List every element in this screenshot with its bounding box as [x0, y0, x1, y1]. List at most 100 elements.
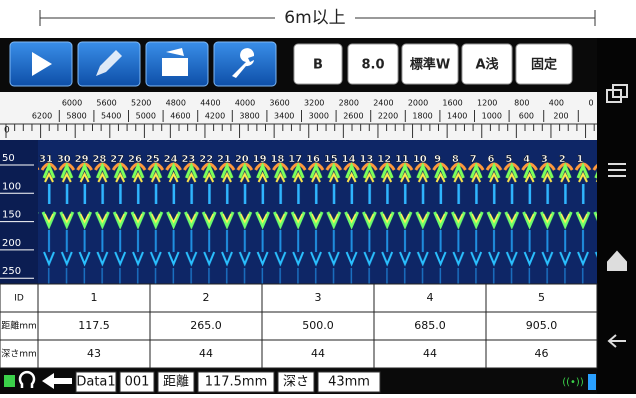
status-icon	[4, 375, 15, 387]
setting-button-label: 標準W	[410, 57, 450, 73]
setting-button-label: 8.0	[361, 58, 384, 73]
rebar-marker: 18	[270, 154, 284, 165]
table-text: 深さmm	[1, 349, 37, 360]
ruler-top-label: 800	[514, 99, 529, 108]
rebar-marker: 5	[505, 154, 512, 165]
ruler-bottom-label: 3800	[239, 112, 259, 121]
rebar-marker: 26	[128, 154, 142, 165]
rebar-marker: 29	[75, 154, 89, 165]
ruler-bottom-label: 1000	[482, 112, 502, 121]
table-text: 117.5	[78, 319, 110, 332]
depth-label: 200	[2, 238, 21, 249]
table-text: 1	[91, 291, 98, 304]
table-text: 44	[423, 347, 437, 360]
signal-icon: ((•))	[562, 377, 584, 388]
device-screen: 6m以上 B8.0標準WA浅固定 60005600520048004400400…	[0, 0, 636, 394]
rebar-marker: 25	[146, 154, 160, 165]
rebar-marker: 17	[288, 154, 302, 165]
table-text: 500.0	[302, 319, 334, 332]
rebar-marker: 12	[377, 154, 391, 165]
table-text: 2	[203, 291, 210, 304]
ruler-bottom-label: 2600	[343, 112, 363, 121]
table-text: 265.0	[190, 319, 222, 332]
table-text: 44	[199, 347, 213, 360]
status-text: 深さ	[283, 375, 309, 390]
table-text: 3	[315, 291, 322, 304]
rebar-marker: 22	[199, 154, 213, 165]
battery-icon	[588, 374, 596, 390]
status-text: Data1	[76, 375, 115, 390]
rebar-marker: 13	[359, 154, 373, 165]
depth-label: 250	[2, 266, 21, 277]
rebar-marker: 20	[235, 154, 249, 165]
ruler-bottom-label: 1800	[412, 112, 432, 121]
ruler-bottom-label: 3400	[274, 112, 294, 121]
rebar-marker: 24	[164, 154, 178, 165]
rebar-marker: 16	[306, 154, 320, 165]
ruler-bottom-label: 4200	[205, 112, 225, 121]
depth-label: 150	[2, 210, 21, 221]
ruler-top-label: 2000	[408, 99, 428, 108]
rebar-marker: 23	[181, 154, 195, 165]
depth-label: 100	[2, 181, 21, 192]
ruler-bottom-label: 4600	[170, 112, 190, 121]
rebar-marker: 9	[434, 154, 441, 165]
setting-button-label: B	[313, 58, 323, 73]
status-text: 距離	[163, 375, 189, 390]
ruler-bottom-label: 5000	[136, 112, 156, 121]
ruler-top-label: 400	[549, 99, 564, 108]
ruler-bottom-label: 600	[519, 112, 534, 121]
rebar-marker: 4	[523, 154, 530, 165]
status-text: 43mm	[328, 375, 370, 390]
ruler-top-label: 3600	[269, 99, 289, 108]
table-text: 距離mm	[1, 320, 37, 332]
table-text: 685.0	[414, 319, 446, 332]
table-text: ID	[14, 294, 24, 304]
ruler	[0, 92, 597, 140]
ruler-top-label: 4000	[235, 99, 255, 108]
rebar-marker: 15	[324, 154, 338, 165]
ruler-origin: 0	[4, 126, 10, 136]
ruler-bottom-label: 5400	[101, 112, 121, 121]
rebar-marker: 2	[559, 154, 566, 165]
ruler-top-label: 2800	[339, 99, 359, 108]
ruler-bottom-label: 200	[553, 112, 568, 121]
ruler-bottom-label: 3000	[309, 112, 329, 121]
rebar-marker: 30	[57, 154, 71, 165]
ruler-bottom-label: 6200	[32, 112, 52, 121]
rebar-marker: 3	[541, 154, 548, 165]
table-text: 4	[427, 291, 434, 304]
ruler-top-label: 4400	[200, 99, 220, 108]
rebar-marker: 14	[342, 154, 356, 165]
rebar-marker: 21	[217, 154, 231, 165]
rebar-marker: 10	[413, 154, 427, 165]
ruler-bottom-label: 2200	[378, 112, 398, 121]
ruler-top-label: 0	[588, 99, 593, 108]
ruler-top-label: 5600	[96, 99, 116, 108]
page: 6m以上 B8.0標準WA浅固定 60005600520048004400400…	[0, 0, 636, 394]
ruler-top-label: 6000	[62, 99, 82, 108]
rebar-marker: 31	[39, 154, 53, 165]
rebar-marker: 7	[470, 154, 477, 165]
dimension-label: 6m以上	[284, 8, 345, 28]
ruler-top-label: 3200	[304, 99, 324, 108]
rebar-marker: 6	[488, 154, 495, 165]
ruler-bottom-label: 1400	[447, 112, 467, 121]
table-text: 43	[87, 347, 101, 360]
table-cells: ID12345距離mm117.5265.0500.0685.0905.0深さmm…	[0, 284, 597, 368]
rebar-marker: 27	[110, 154, 124, 165]
ruler-top-label: 5200	[131, 99, 151, 108]
ruler-bottom-label: 5800	[66, 112, 86, 121]
rebar-marker: 28	[92, 154, 106, 165]
ruler-top-label: 1600	[442, 99, 462, 108]
ruler-top-label: 4800	[166, 99, 186, 108]
table-text: 46	[535, 347, 549, 360]
status-bar: ((•)) Data1 001 距離 117.5mm 深さ 43mm	[0, 370, 597, 394]
table-text: 905.0	[526, 319, 558, 332]
rebar-marker: 19	[253, 154, 267, 165]
status-text: 117.5mm	[205, 375, 268, 390]
status-text: 001	[125, 375, 150, 390]
rebar-marker: 8	[452, 154, 459, 165]
table-text: 44	[311, 347, 325, 360]
